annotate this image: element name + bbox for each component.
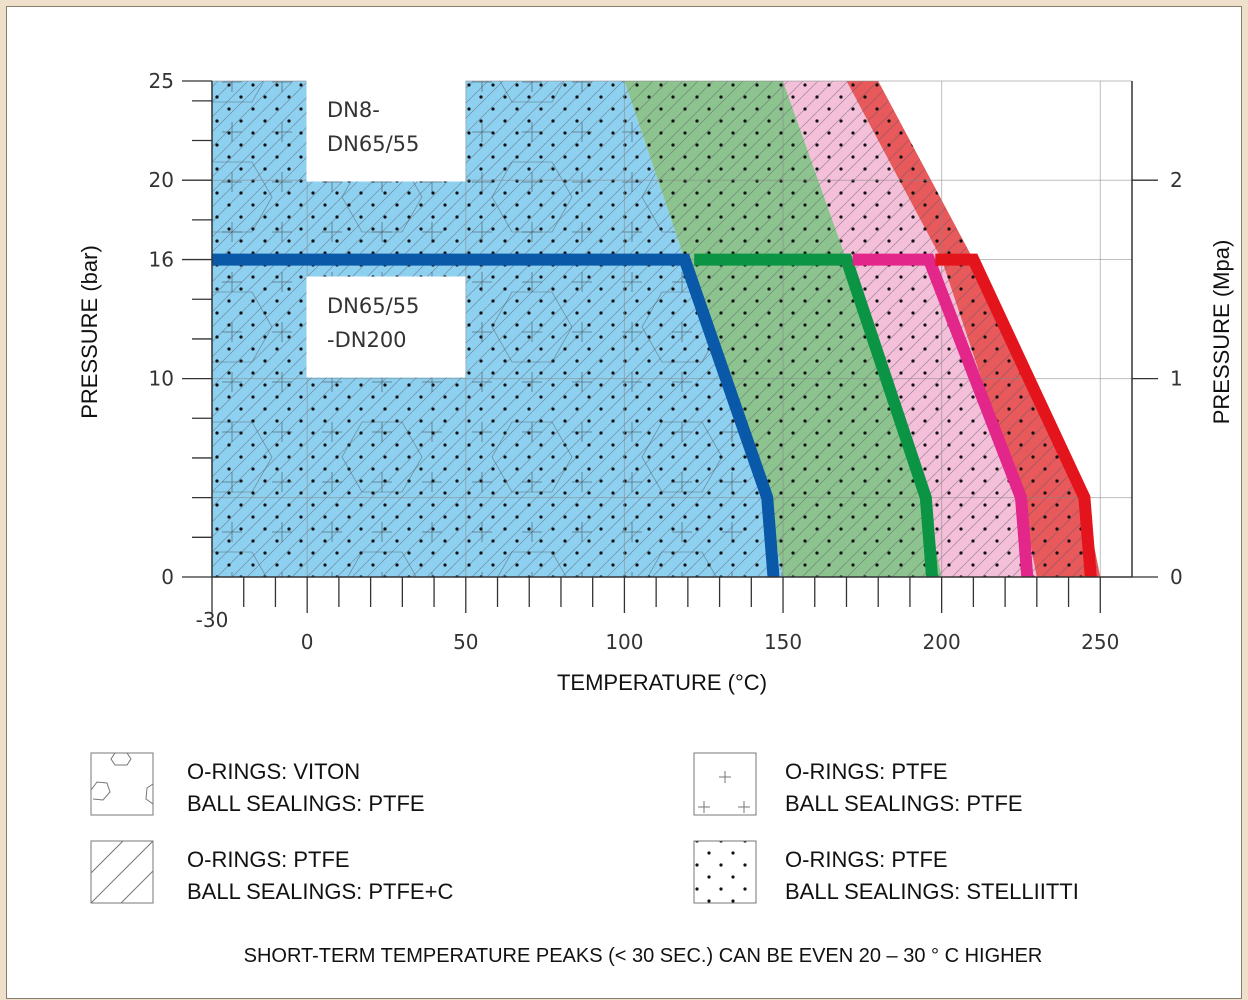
footnote: SHORT-TERM TEMPERATURE PEAKS (< 30 SEC.)… — [244, 945, 1043, 967]
region-3-pattern-1 — [846, 81, 1101, 577]
chart-frame: DN8- DN65/55 DN65/55 -DN200 -30 0 50 100 150 200… — [6, 6, 1242, 999]
y-tick-label: 0 — [161, 565, 174, 589]
legend-line-2: BALL SEALINGS: PTFE — [187, 791, 425, 816]
size-annotation-0: DN8- DN65/55 — [306, 80, 466, 182]
plot-area: DN8- DN65/55 DN65/55 -DN200 — [212, 80, 1132, 578]
legend-line-1: O-RINGS: PTFE — [785, 759, 948, 784]
x-tick-label: 250 — [1081, 630, 1119, 654]
legend-line-2: BALL SEALINGS: PTFE+C — [187, 879, 453, 904]
dots-pattern-icon — [693, 840, 757, 904]
x-tick-label: 50 — [453, 630, 478, 654]
y-tick-label: 10 — [149, 367, 174, 391]
y-tick-label: 20 — [149, 168, 174, 192]
series-line-0 — [212, 253, 780, 578]
series-line-2 — [852, 253, 1034, 578]
legend-line-1: O-RINGS: VITON — [187, 759, 360, 784]
diagonal-lines-icon — [90, 840, 154, 904]
legend-item-ptfe-ptfe: O-RINGS: PTFE BALL SEALINGS: PTFE — [693, 752, 1023, 816]
legend-line-1: O-RINGS: PTFE — [785, 847, 948, 872]
annotation-text: DN8- — [327, 98, 380, 122]
hexagon-pattern-icon — [90, 752, 154, 816]
x-tick-label: 150 — [764, 630, 802, 654]
y-right-tick-label: 1 — [1170, 367, 1183, 391]
legend-line-2: BALL SEALINGS: STELLIITTI — [785, 879, 1079, 904]
legend: O-RINGS: VITON BALL SEALINGS: PTFE O-RIN… — [90, 752, 1079, 904]
annotation-box — [306, 276, 466, 378]
hexagon-shapes-icon — [90, 752, 154, 805]
series-line-3 — [935, 253, 1097, 578]
y-axis-right-title: PRESSURE (Mpa) — [1209, 240, 1234, 425]
region-2-pattern-1 — [783, 81, 1037, 577]
y-tick-label: 25 — [149, 69, 174, 93]
x-tick-label: 200 — [923, 630, 961, 654]
series-line-1 — [694, 253, 939, 578]
annotation-text: -DN200 — [327, 328, 407, 352]
y-right-tick-label: 2 — [1170, 168, 1183, 192]
plus-pattern-icon — [693, 752, 757, 816]
x-tick-label: 0 — [301, 630, 314, 654]
annotation-text: DN65/55 — [327, 132, 419, 156]
annotation-text: DN65/55 — [327, 294, 419, 318]
plus-marks-icon — [698, 771, 750, 813]
legend-item-ptfe-c: O-RINGS: PTFE BALL SEALINGS: PTFE+C — [90, 840, 453, 904]
legend-item-viton: O-RINGS: VITON BALL SEALINGS: PTFE — [90, 752, 425, 816]
legend-item-stelliitti: O-RINGS: PTFE BALL SEALINGS: STELLIITTI — [693, 840, 1079, 904]
x-axis-title: TEMPERATURE (°C) — [557, 670, 767, 695]
region-0-pattern-3 — [212, 81, 783, 577]
legend-line-2: BALL SEALINGS: PTFE — [785, 791, 1023, 816]
y-tick-label: 16 — [149, 248, 174, 272]
x-tick-label: 100 — [605, 630, 643, 654]
y-right-tick-label: 0 — [1170, 565, 1183, 589]
y-axis-title: PRESSURE (bar) — [77, 245, 102, 419]
size-annotation-1: DN65/55 -DN200 — [306, 276, 466, 378]
legend-line-1: O-RINGS: PTFE — [187, 847, 350, 872]
x-tick-label: -30 — [196, 608, 229, 632]
annotation-box — [306, 80, 466, 182]
